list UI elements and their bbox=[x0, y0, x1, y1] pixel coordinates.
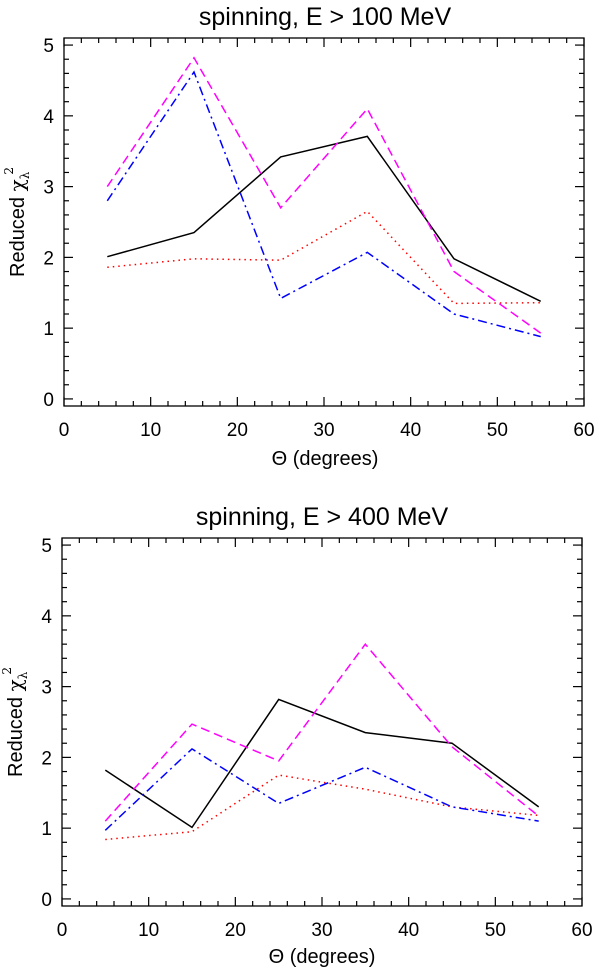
y-tick-label: 2 bbox=[43, 248, 54, 269]
y-axis-label-superscript: 2 bbox=[2, 167, 16, 175]
y-tick-label: 0 bbox=[43, 390, 54, 411]
x-axis-label: Θ (degrees) bbox=[272, 448, 379, 470]
series-line-solid bbox=[104, 698, 540, 829]
axis-ticks: 0 10 20 30 40 50 60 0 1 2 3 4 5 bbox=[41, 536, 592, 941]
x-tick-label: 60 bbox=[573, 420, 594, 441]
y-tick-label: 4 bbox=[41, 607, 52, 628]
y-tick-label: 5 bbox=[41, 536, 52, 557]
y-axis-label-subscript: λ bbox=[18, 171, 32, 179]
series-line-dash-dot bbox=[104, 747, 539, 831]
series-line-dash-dot bbox=[106, 70, 541, 338]
series-line-dashed bbox=[106, 56, 542, 334]
y-tick-label: 0 bbox=[41, 890, 52, 911]
y-tick-label: 3 bbox=[41, 678, 52, 699]
y-axis-label-prefix: Reduced bbox=[7, 191, 29, 277]
series-line-solid bbox=[107, 135, 542, 302]
y-tick-label: 5 bbox=[43, 36, 54, 57]
x-tick-label: 20 bbox=[225, 920, 246, 941]
series-line-dashed bbox=[104, 642, 540, 822]
x-tick-label: 40 bbox=[398, 920, 419, 941]
x-tick-label: 50 bbox=[485, 920, 506, 941]
y-axis-label-superscript: 2 bbox=[0, 667, 14, 675]
series-line-dotted bbox=[107, 210, 541, 305]
y-axis-label-subscript: λ bbox=[16, 671, 30, 679]
chart-title: spinning, E > 100 MeV bbox=[199, 3, 452, 31]
x-tick-label: 10 bbox=[140, 420, 161, 441]
y-axis-label-symbol: χ bbox=[5, 179, 29, 191]
y-tick-label: 3 bbox=[43, 178, 54, 199]
series-layer bbox=[104, 642, 540, 841]
x-tick-label: 0 bbox=[59, 420, 70, 441]
svg-text:Reduced χλ2: Reduced χλ2 bbox=[2, 167, 32, 277]
series-layer bbox=[106, 56, 542, 338]
y-axis-label-prefix: Reduced bbox=[5, 691, 27, 777]
y-axis-label: Reduced χλ2 bbox=[2, 167, 32, 277]
x-tick-label: 10 bbox=[138, 920, 159, 941]
y-tick-label: 1 bbox=[41, 819, 52, 840]
x-tick-label: 0 bbox=[57, 920, 68, 941]
x-tick-label: 30 bbox=[311, 920, 332, 941]
chart-panel-bottom: spinning, E > 400 MeV 0 10 20 30 40 50 60 0 1 2 3 4… bbox=[0, 503, 593, 968]
axis-ticks: 0 10 20 30 40 50 60 0 1 2 3 4 5 bbox=[43, 36, 594, 441]
x-tick-label: 40 bbox=[400, 420, 421, 441]
x-tick-label: 60 bbox=[571, 920, 592, 941]
svg-text:Reduced χλ2: Reduced χλ2 bbox=[0, 667, 30, 777]
y-tick-label: 4 bbox=[43, 107, 54, 128]
x-tick-label: 50 bbox=[487, 420, 508, 441]
x-tick-label: 20 bbox=[227, 420, 248, 441]
y-axis-label-symbol: χ bbox=[3, 679, 27, 691]
chart-panel-top: spinning, E > 100 MeV 0 10 20 30 40 50 60 0 1 2 3 4… bbox=[2, 3, 595, 470]
y-axis-label: Reduced χλ2 bbox=[0, 667, 30, 777]
x-tick-label: 30 bbox=[313, 420, 334, 441]
plot-frame bbox=[63, 37, 585, 407]
chart-title: spinning, E > 400 MeV bbox=[196, 503, 449, 531]
plot-frame bbox=[61, 537, 583, 907]
x-axis-label: Θ (degrees) bbox=[269, 946, 376, 968]
y-tick-label: 2 bbox=[41, 748, 52, 769]
y-tick-label: 1 bbox=[43, 319, 54, 340]
series-line-dotted bbox=[105, 774, 539, 841]
